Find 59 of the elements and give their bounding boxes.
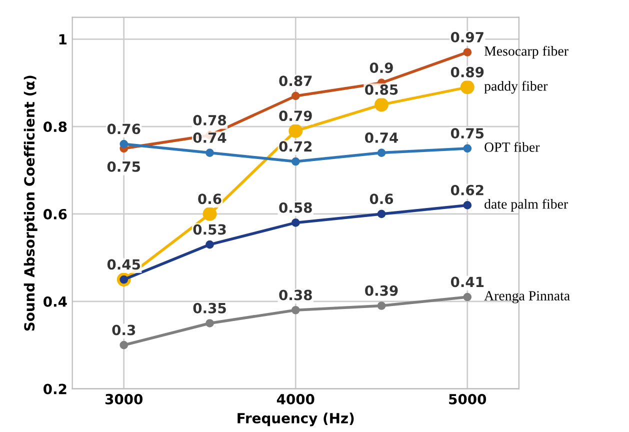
series-label: date palm fiber bbox=[484, 198, 568, 212]
point bbox=[291, 157, 300, 166]
data-label: 0.85 bbox=[365, 84, 398, 95]
data-label: 0.78 bbox=[193, 114, 226, 126]
data-label: 0.97 bbox=[450, 32, 484, 42]
point bbox=[460, 80, 474, 94]
y-axis-title: Sound Absorption Coefficient (α) bbox=[24, 76, 38, 331]
point bbox=[206, 319, 214, 328]
data-label: 0.89 bbox=[450, 66, 484, 78]
data-label: 0.6 bbox=[370, 194, 394, 204]
data-label: 0.58 bbox=[279, 202, 312, 213]
point bbox=[463, 201, 472, 210]
point bbox=[291, 92, 300, 100]
point bbox=[463, 144, 472, 153]
point bbox=[463, 292, 472, 302]
point bbox=[377, 148, 386, 157]
point bbox=[120, 340, 128, 350]
point bbox=[120, 140, 128, 148]
x-tick-label: 5000 bbox=[449, 394, 486, 404]
point bbox=[377, 302, 386, 310]
data-label: 0.74 bbox=[193, 132, 226, 143]
data-label: 0.87 bbox=[279, 76, 312, 86]
y-tick-label: 0.8 bbox=[44, 122, 67, 132]
data-label: 0.74 bbox=[365, 132, 398, 143]
point bbox=[463, 48, 472, 56]
x-tick-label: 3000 bbox=[105, 394, 143, 404]
data-label: 0.39 bbox=[365, 285, 398, 296]
point bbox=[291, 218, 300, 227]
series-label: paddy fiber bbox=[484, 80, 548, 94]
data-label: 0.75 bbox=[450, 128, 484, 139]
data-label: 0.6 bbox=[198, 194, 222, 204]
y-tick-label: 0.2 bbox=[44, 384, 66, 394]
point bbox=[377, 210, 386, 218]
series-label: OPT fiber bbox=[484, 142, 540, 152]
x-axis-title: Frequency (Hz) bbox=[238, 412, 354, 426]
point bbox=[374, 98, 388, 112]
data-label: 0.45 bbox=[107, 259, 140, 270]
series-label: Arenga Pinnata bbox=[484, 291, 570, 304]
y-tick-label: 1 bbox=[59, 34, 67, 44]
data-label: 0.62 bbox=[450, 184, 484, 196]
data-label: 0.75 bbox=[107, 161, 140, 172]
data-label: 0.35 bbox=[193, 302, 226, 314]
point bbox=[206, 240, 214, 249]
y-tick-label: 0.6 bbox=[44, 208, 67, 220]
point bbox=[202, 207, 217, 221]
y-tick-label: 0.4 bbox=[44, 296, 67, 307]
data-label: 0.41 bbox=[450, 276, 484, 288]
data-label: 0.9 bbox=[370, 62, 393, 73]
point bbox=[288, 124, 303, 138]
x-tick-label: 4000 bbox=[276, 394, 314, 404]
series-label: Mesocarp fiber bbox=[484, 46, 568, 59]
data-label: 0.79 bbox=[279, 110, 312, 122]
point bbox=[206, 148, 214, 157]
data-label: 0.72 bbox=[279, 141, 312, 152]
point bbox=[291, 306, 300, 314]
data-label: 0.76 bbox=[107, 124, 140, 134]
data-label: 0.3 bbox=[112, 324, 136, 336]
data-label: 0.53 bbox=[193, 224, 226, 235]
data-label: 0.38 bbox=[279, 290, 312, 300]
